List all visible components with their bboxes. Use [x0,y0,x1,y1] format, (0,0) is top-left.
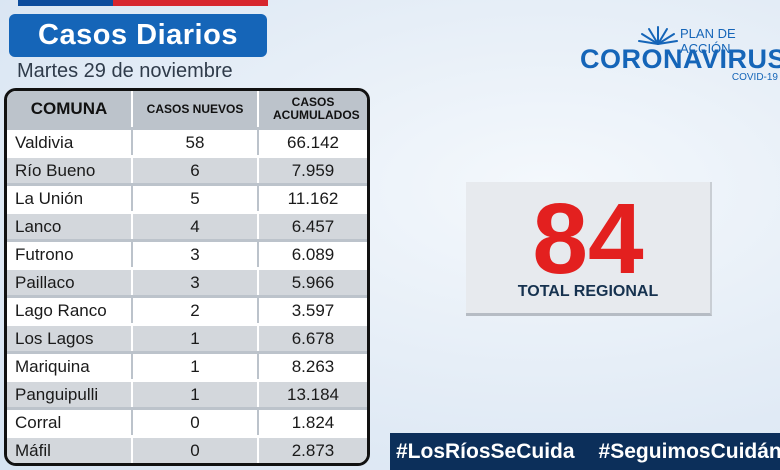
cell-comuna: Valdivia [7,127,133,157]
flag-blue-segment [18,0,113,6]
cell-casos-nuevos: 1 [132,351,259,381]
logo-covid-text: COVID-19 [731,72,778,83]
cell-comuna: Panguipulli [7,379,133,409]
cell-casos-nuevos: 2 [132,295,259,325]
cell-casos-acumulados: 6.089 [258,239,367,269]
logo-plan-text: PLAN DE ACCIÓN [680,26,736,56]
table-row: Río Bueno 6 7.959 [7,155,367,185]
flag-red-segment [113,0,268,6]
cell-comuna: Los Lagos [7,323,133,353]
header-casos-acumulados: CASOS ACUMULADOS [258,91,367,129]
cell-casos-acumulados: 13.184 [258,379,367,409]
cell-casos-acumulados: 1.824 [258,407,367,437]
flag-strip [18,0,268,6]
total-regional-card: 84 TOTAL REGIONAL [466,182,712,316]
cell-casos-nuevos: 6 [132,155,259,185]
cell-casos-acumulados: 8.263 [258,351,367,381]
cell-casos-nuevos: 4 [132,211,259,241]
cell-comuna: La Unión [7,183,133,213]
cell-casos-acumulados: 3.597 [258,295,367,325]
hashtag-seguimos: #SeguimosCuidándonos [598,439,780,463]
cell-comuna: Lago Ranco [7,295,133,325]
table-row: Lago Ranco 2 3.597 [7,295,367,325]
hashtag-bar: #LosRíosSeCuida #SeguimosCuidándonos [390,433,780,470]
page-title: Casos Diarios [9,14,267,57]
table-row: Mariquina 1 8.263 [7,351,367,381]
table-row: Paillaco 3 5.966 [7,267,367,297]
coronavirus-plan-logo: PLAN DE ACCIÓN CORONAVIRUS COVID-19 [578,24,780,84]
table-row: Panguipulli 1 13.184 [7,379,367,409]
cell-casos-nuevos: 5 [132,183,259,213]
cell-casos-nuevos: 3 [132,239,259,269]
hashtag-los-rios: #LosRíosSeCuida [396,439,575,463]
cell-casos-acumulados: 6.457 [258,211,367,241]
cell-comuna: Lanco [7,211,133,241]
table-row: Futrono 3 6.089 [7,239,367,269]
cell-comuna: Máfil [7,435,133,463]
cell-casos-nuevos: 1 [132,323,259,353]
report-date: Martes 29 de noviembre [17,60,233,82]
cases-table: COMUNA CASOS NUEVOS CASOS ACUMULADOS Val… [7,91,367,463]
cell-comuna: Corral [7,407,133,437]
page-title-text: Casos Diarios [38,19,238,51]
cell-casos-acumulados: 5.966 [258,267,367,297]
cell-casos-acumulados: 6.678 [258,323,367,353]
cell-casos-acumulados: 11.162 [258,183,367,213]
header-casos-acumulados-text: CASOS ACUMULADOS [273,95,360,122]
total-regional-label: TOTAL REGIONAL [517,283,659,300]
cell-casos-nuevos: 58 [132,127,259,157]
header-comuna: COMUNA [7,91,133,129]
cell-casos-nuevos: 3 [132,267,259,297]
table-row: Los Lagos 1 6.678 [7,323,367,353]
sun-rays-icon [638,26,678,45]
table-row: La Unión 5 11.162 [7,183,367,213]
cell-casos-nuevos: 1 [132,379,259,409]
cell-casos-nuevos: 0 [132,407,259,437]
table-row: Corral 0 1.824 [7,407,367,437]
logo-coronavirus-text: CORONAVIRUS [580,44,780,74]
cell-casos-acumulados: 66.142 [258,127,367,157]
cell-casos-nuevos: 0 [132,435,259,463]
cases-table-container: COMUNA CASOS NUEVOS CASOS ACUMULADOS Val… [4,88,370,466]
header-casos-nuevos: CASOS NUEVOS [132,91,259,129]
cell-comuna: Río Bueno [7,155,133,185]
total-regional-value: 84 [532,183,644,295]
table-body: Valdivia 58 66.142 Río Bueno 6 7.959 La Unión 5… [7,127,367,463]
cell-comuna: Mariquina [7,351,133,381]
cell-comuna: Paillaco [7,267,133,297]
table-header-row: COMUNA CASOS NUEVOS CASOS ACUMULADOS [7,91,367,129]
cell-casos-acumulados: 7.959 [258,155,367,185]
table-row: Lanco 4 6.457 [7,211,367,241]
cell-casos-acumulados: 2.873 [258,435,367,463]
table-row: Máfil 0 2.873 [7,435,367,463]
table-row: Valdivia 58 66.142 [7,127,367,157]
cell-comuna: Futrono [7,239,133,269]
